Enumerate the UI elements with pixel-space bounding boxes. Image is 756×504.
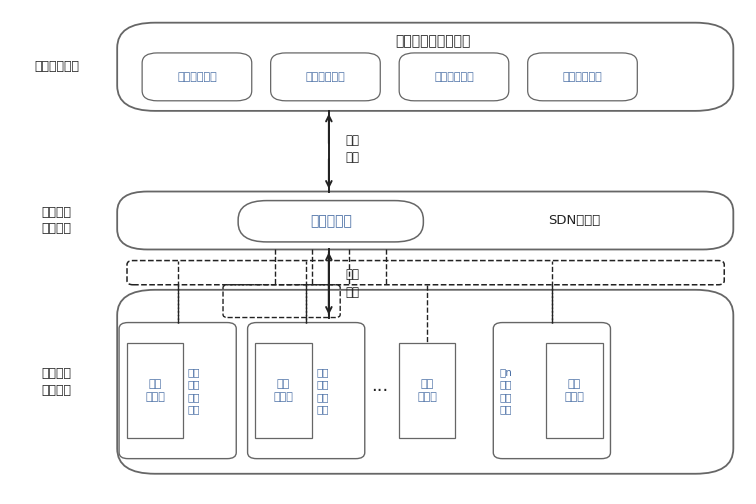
- Text: 区域
调度器: 区域 调度器: [565, 380, 584, 402]
- Text: 智能座舱模块: 智能座舱模块: [305, 72, 345, 82]
- FancyBboxPatch shape: [528, 53, 637, 101]
- Bar: [546, 343, 603, 438]
- FancyBboxPatch shape: [399, 53, 509, 101]
- Text: 底盘控制模块: 底盘控制模块: [434, 72, 474, 82]
- Text: 车载通信
控制平面: 车载通信 控制平面: [42, 206, 72, 235]
- FancyBboxPatch shape: [142, 53, 252, 101]
- FancyBboxPatch shape: [238, 201, 423, 242]
- Text: 中央调度器: 中央调度器: [310, 214, 352, 228]
- Text: 信息娱乐模块: 信息娱乐模块: [562, 72, 603, 82]
- Text: 第二
区域
控制
单元: 第二 区域 控制 单元: [316, 367, 329, 414]
- Text: 北向
接口: 北向 接口: [345, 134, 360, 164]
- Text: SDN控制器: SDN控制器: [548, 214, 601, 227]
- Bar: [399, 343, 455, 438]
- Text: 区域
调度器: 区域 调度器: [274, 380, 293, 402]
- FancyBboxPatch shape: [271, 53, 380, 101]
- Text: 车载应用及服务模块: 车载应用及服务模块: [395, 34, 470, 48]
- Bar: [255, 343, 312, 438]
- FancyBboxPatch shape: [117, 23, 733, 111]
- Text: 第一
区域
控制
单元: 第一 区域 控制 单元: [187, 367, 200, 414]
- Text: 智能驾驶模块: 智能驾驶模块: [177, 72, 217, 82]
- Text: 第n
区域
控制
单元: 第n 区域 控制 单元: [499, 367, 513, 414]
- Text: 车载策略平面: 车载策略平面: [34, 60, 79, 73]
- Text: 区域
调度器: 区域 调度器: [145, 380, 165, 402]
- Text: ···: ···: [371, 382, 389, 400]
- Text: 车载通信
数据平面: 车载通信 数据平面: [42, 367, 72, 397]
- FancyBboxPatch shape: [117, 290, 733, 474]
- Text: 南向
接口: 南向 接口: [345, 269, 360, 298]
- Bar: [126, 343, 183, 438]
- Text: 区域
调度器: 区域 调度器: [417, 380, 437, 402]
- FancyBboxPatch shape: [117, 192, 733, 249]
